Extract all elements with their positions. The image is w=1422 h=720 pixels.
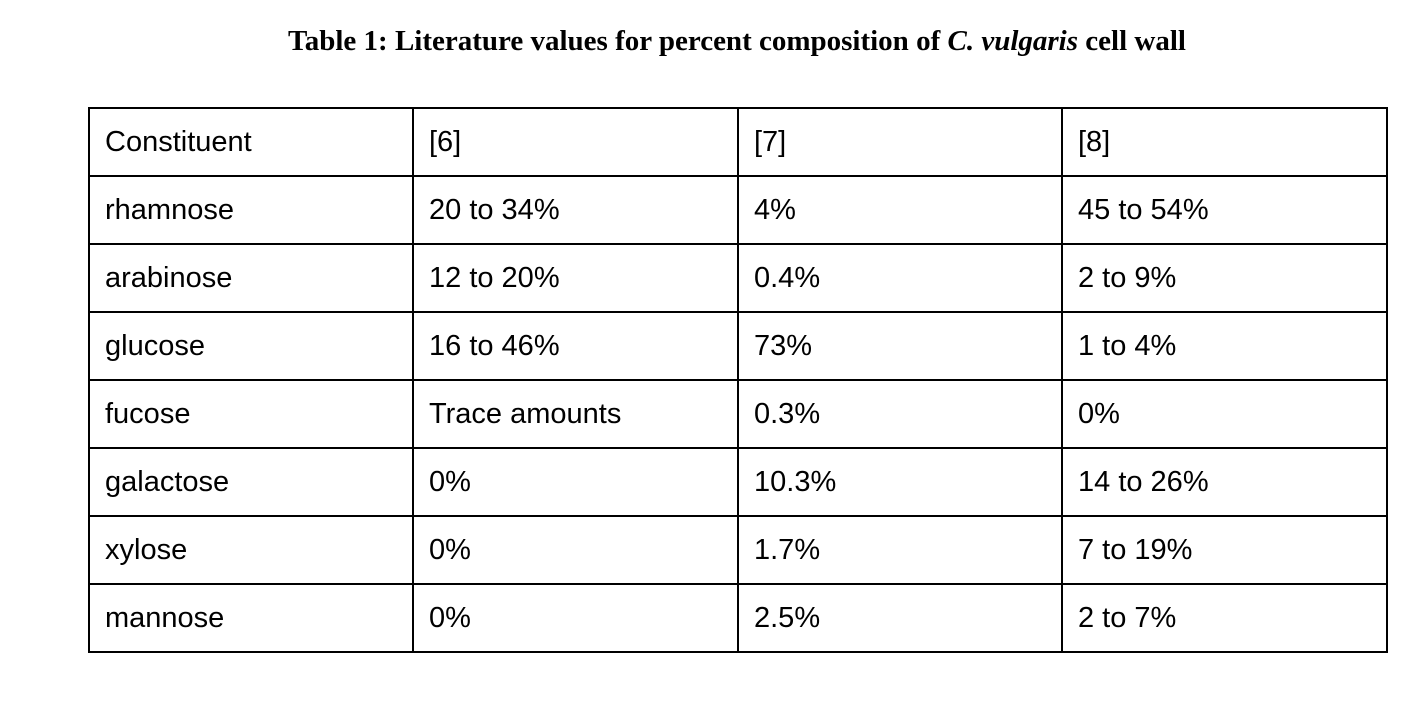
table-row: mannose 0% 2.5% 2 to 7%: [88, 583, 1388, 653]
table-row: fucose Trace amounts 0.3% 0%: [88, 379, 1388, 449]
header-cell: [6]: [412, 107, 739, 177]
value-cell: Trace amounts: [412, 379, 739, 449]
table-row: arabinose 12 to 20% 0.4% 2 to 9%: [88, 243, 1388, 313]
constituent-cell: fucose: [88, 379, 414, 449]
constituent-cell: glucose: [88, 311, 414, 381]
value-cell: 0%: [412, 515, 739, 585]
value-cell: 7 to 19%: [1061, 515, 1388, 585]
value-cell: 1 to 4%: [1061, 311, 1388, 381]
value-cell: 0%: [412, 447, 739, 517]
header-cell: Constituent: [88, 107, 414, 177]
value-cell: 0%: [412, 583, 739, 653]
constituent-cell: rhamnose: [88, 175, 414, 245]
caption-prefix: Table 1: Literature values for percent c…: [288, 25, 948, 57]
value-cell: 16 to 46%: [412, 311, 739, 381]
constituent-cell: galactose: [88, 447, 414, 517]
constituent-cell: xylose: [88, 515, 414, 585]
value-cell: 12 to 20%: [412, 243, 739, 313]
value-cell: 14 to 26%: [1061, 447, 1388, 517]
value-cell: 2 to 7%: [1061, 583, 1388, 653]
value-cell: 1.7%: [737, 515, 1063, 585]
value-cell: 2 to 9%: [1061, 243, 1388, 313]
value-cell: 45 to 54%: [1061, 175, 1388, 245]
header-cell: [7]: [737, 107, 1063, 177]
constituent-cell: mannose: [88, 583, 414, 653]
caption-suffix: cell wall: [1078, 25, 1186, 57]
table-row: xylose 0% 1.7% 7 to 19%: [88, 515, 1388, 585]
table-row: rhamnose 20 to 34% 4% 45 to 54%: [88, 175, 1388, 245]
table-header-row: Constituent [6] [7] [8]: [88, 107, 1388, 177]
table-row: galactose 0% 10.3% 14 to 26%: [88, 447, 1388, 517]
value-cell: 10.3%: [737, 447, 1063, 517]
composition-table: Constituent [6] [7] [8] rhamnose 20 to 3…: [88, 107, 1388, 653]
value-cell: 0.3%: [737, 379, 1063, 449]
caption-species: C. vulgaris: [947, 25, 1079, 57]
value-cell: 73%: [737, 311, 1063, 381]
value-cell: 2.5%: [737, 583, 1063, 653]
table-row: glucose 16 to 46% 73% 1 to 4%: [88, 311, 1388, 381]
value-cell: 20 to 34%: [412, 175, 739, 245]
header-cell: [8]: [1061, 107, 1388, 177]
value-cell: 4%: [737, 175, 1063, 245]
table-caption: Table 1: Literature values for percent c…: [0, 20, 1422, 62]
value-cell: 0%: [1061, 379, 1388, 449]
constituent-cell: arabinose: [88, 243, 414, 313]
value-cell: 0.4%: [737, 243, 1063, 313]
